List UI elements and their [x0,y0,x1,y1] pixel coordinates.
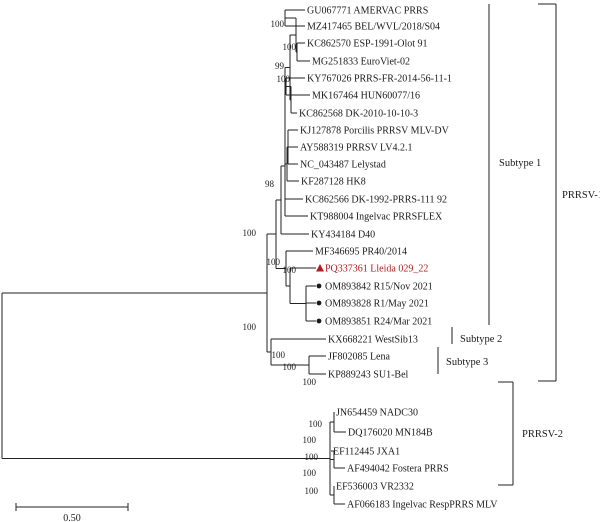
bootstrap-value: 99 [275,61,285,71]
bootstrap-value: 100 [283,265,297,275]
leaf-label: KC862568 DK-2010-10-10-3 [299,109,418,120]
prrsv2-label: PRRSV-2 [522,429,563,440]
leaf-label: JF802085 Lena [328,352,391,363]
scale-bar: 0.50 [15,503,129,522]
leaf-label: GU067771 AMERVAC PRRS [307,6,428,17]
bootstrap-value: 100 [283,42,297,52]
leaf-label: EF112445 JXA1 [333,447,400,458]
bootstrap-value: 100 [243,322,257,332]
leaf-label: JN654459 NADC30 [336,408,418,419]
leaf-label: MF346695 PR40/2014 [315,247,407,258]
bootstrap-value: 100 [303,468,317,478]
bootstrap-value: 98 [265,179,275,189]
prrsv1-label: PRRSV-1 [562,190,600,201]
bootstrap-value: 100 [283,362,297,372]
bootstrap-value: 100 [305,486,319,496]
leaf-label: AY588319 PRRSV LV4.2.1 [300,143,412,154]
leaf-label: KJ127878 Porcilis PRRSV MLV-DV [300,126,450,137]
bootstrap-value: 100 [277,74,291,84]
subtype3-label: Subtype 3 [446,357,488,368]
circle-marker-icon [316,300,322,306]
bootstrap-value: 100 [309,419,323,429]
circle-marker-icon [316,318,322,324]
leaf-label: EF536003 VR2332 [336,482,414,493]
bootstrap-value: 100 [272,350,286,360]
leaf-label: MK167464 HUN60077/16 [312,91,420,102]
bootstrap-value: 100 [267,257,281,267]
circle-marker-icon [316,283,322,289]
bootstrap-value: 100 [303,435,317,445]
tree-leaves: GU067771 AMERVAC PRRS MZ417465 BEL/WVL/20… [299,6,498,511]
bootstrap-value: 100 [303,377,317,387]
subtype2-label: Subtype 2 [460,334,502,345]
leaf-label: PQ337361 Lleida 029_22 [325,264,428,275]
leaf-label: OM893851 R24/Mar 2021 [325,317,432,328]
scale-bar-label: 0.50 [63,513,81,522]
leaf-label: KX668221 WestSib13 [328,335,418,346]
leaf-label: KY434184 D40 [311,230,375,241]
leaf-label: KY767026 PRRS-FR-2014-56-11-1 [307,74,452,85]
leaf-label: AF066183 Ingelvac RespPRRS MLV [347,500,498,511]
leaf-label: KP889243 SU1-Bel [328,370,409,381]
leaf-label: MG251833 EuroViet-02 [312,57,410,68]
leaf-label: KC862570 ESP-1991-Olot 91 [307,39,428,50]
bootstrap-value: 100 [305,452,319,462]
leaf-label: KT988004 Ingelvac PRRSFLEX [310,212,443,223]
leaf-label: KF287128 HK8 [301,177,366,188]
leaf-label: OM893842 R15/Nov 2021 [325,282,433,293]
leaf-label: DQ176020 MN184B [348,428,433,439]
subtype1-label: Subtype 1 [499,158,541,169]
leaf-label: AF494042 Fostera PRRS [347,464,449,475]
bootstrap-value: 100 [271,19,285,29]
triangle-marker-icon [316,264,324,272]
bootstrap-value: 100 [243,228,257,238]
bootstrap-values: 1001009910098100100100100100100100100100… [243,19,323,496]
leaf-label: OM893828 R1/May 2021 [325,299,429,310]
leaf-label: NC_043487 Lelystad [300,160,386,171]
leaf-label: MZ417465 BEL/WVL/2018/S04 [307,22,440,33]
tree-branches [1,9,346,505]
leaf-label: KC862566 DK-1992-PRRS-111 92 [305,195,447,206]
clade-brackets: Subtype 1 Subtype 2 Subtype 3 PRRSV-1 PR… [437,3,600,486]
